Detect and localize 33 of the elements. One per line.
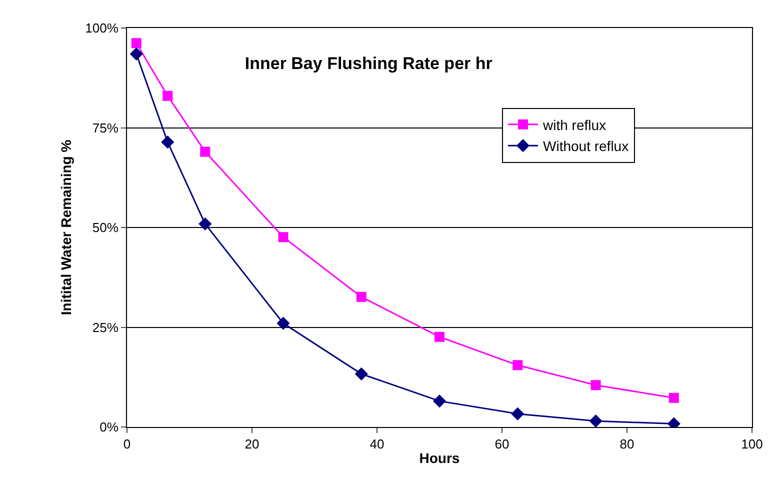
x-tick-label: 0 [123,436,131,452]
y-tick-label: 0% [100,420,119,435]
point [278,232,288,242]
point [198,218,212,230]
y-tick-label: 75% [92,120,119,136]
point [433,394,446,408]
point [200,146,210,157]
point [590,380,601,390]
point [355,368,368,380]
point [512,360,523,370]
point [668,392,679,403]
x-tick-label: 100 [741,436,763,452]
point [589,414,602,427]
x-axis-title: Hours [419,450,460,466]
point [161,136,174,148]
text: Inner Bay Flushing Rate per hr [244,54,493,74]
point [276,316,290,330]
x-tick-label: 40 [370,436,384,452]
x-tick-label: 60 [494,436,510,452]
legend-label: with reflux [542,116,606,133]
point [131,38,142,48]
point [162,90,173,101]
x-tick-label: 20 [244,436,260,452]
y-tick-label: 50% [92,220,119,236]
y-axis-title: Initital Water Remaining % [58,139,74,316]
point [130,48,143,60]
y-tick-label: 25% [92,320,119,335]
y-tick-label: 100% [85,20,119,36]
point [511,407,524,420]
point [356,292,366,302]
legend-label: Without reflux [543,138,629,154]
point [434,332,444,342]
x-tick-label: 80 [620,436,634,452]
